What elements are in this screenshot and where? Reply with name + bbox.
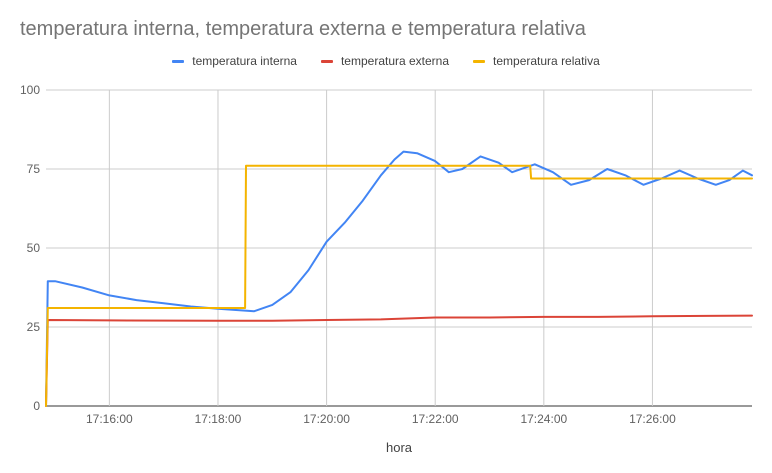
ticks-layer: 0 25 50 75 100 17:16:00 17:18:00 17:20:00 17:22:… bbox=[20, 83, 676, 426]
series-layer bbox=[45, 150, 753, 407]
x-axis-label: hora bbox=[386, 440, 413, 455]
y-tick-label: 25 bbox=[27, 320, 41, 334]
legend-item-relativa[interactable]: temperatura relativa bbox=[473, 54, 600, 68]
x-tick-label: 17:16:00 bbox=[86, 412, 133, 426]
legend-label-interna: temperatura interna bbox=[192, 54, 297, 68]
legend-swatch-externa bbox=[320, 59, 333, 63]
y-tick-label: 75 bbox=[27, 162, 41, 176]
series-line-relativa bbox=[45, 164, 753, 407]
x-tick-label: 17:24:00 bbox=[520, 412, 567, 426]
x-tick-label: 17:18:00 bbox=[195, 412, 242, 426]
chart-title: temperatura interna, temperatura externa… bbox=[20, 18, 586, 40]
y-tick-label: 100 bbox=[20, 83, 40, 97]
x-tick-label: 17:22:00 bbox=[412, 412, 459, 426]
y-tick-label: 0 bbox=[33, 399, 40, 413]
series-line-interna bbox=[45, 150, 753, 407]
y-tick-label: 50 bbox=[27, 241, 41, 255]
legend-label-externa: temperatura externa bbox=[340, 54, 450, 68]
legend-item-interna[interactable]: temperatura interna bbox=[172, 54, 297, 68]
legend-swatch-interna bbox=[172, 59, 185, 63]
legend-item-externa[interactable]: temperatura externa bbox=[320, 54, 450, 68]
chart-legend: temperatura interna temperatura externa … bbox=[0, 54, 772, 68]
series-line-externa bbox=[45, 314, 753, 407]
x-tick-label: 17:26:00 bbox=[629, 412, 676, 426]
legend-swatch-relativa bbox=[473, 59, 486, 63]
legend-label-relativa: temperatura relativa bbox=[493, 54, 600, 68]
grid-layer bbox=[46, 89, 752, 407]
x-tick-label: 17:20:00 bbox=[303, 412, 350, 426]
